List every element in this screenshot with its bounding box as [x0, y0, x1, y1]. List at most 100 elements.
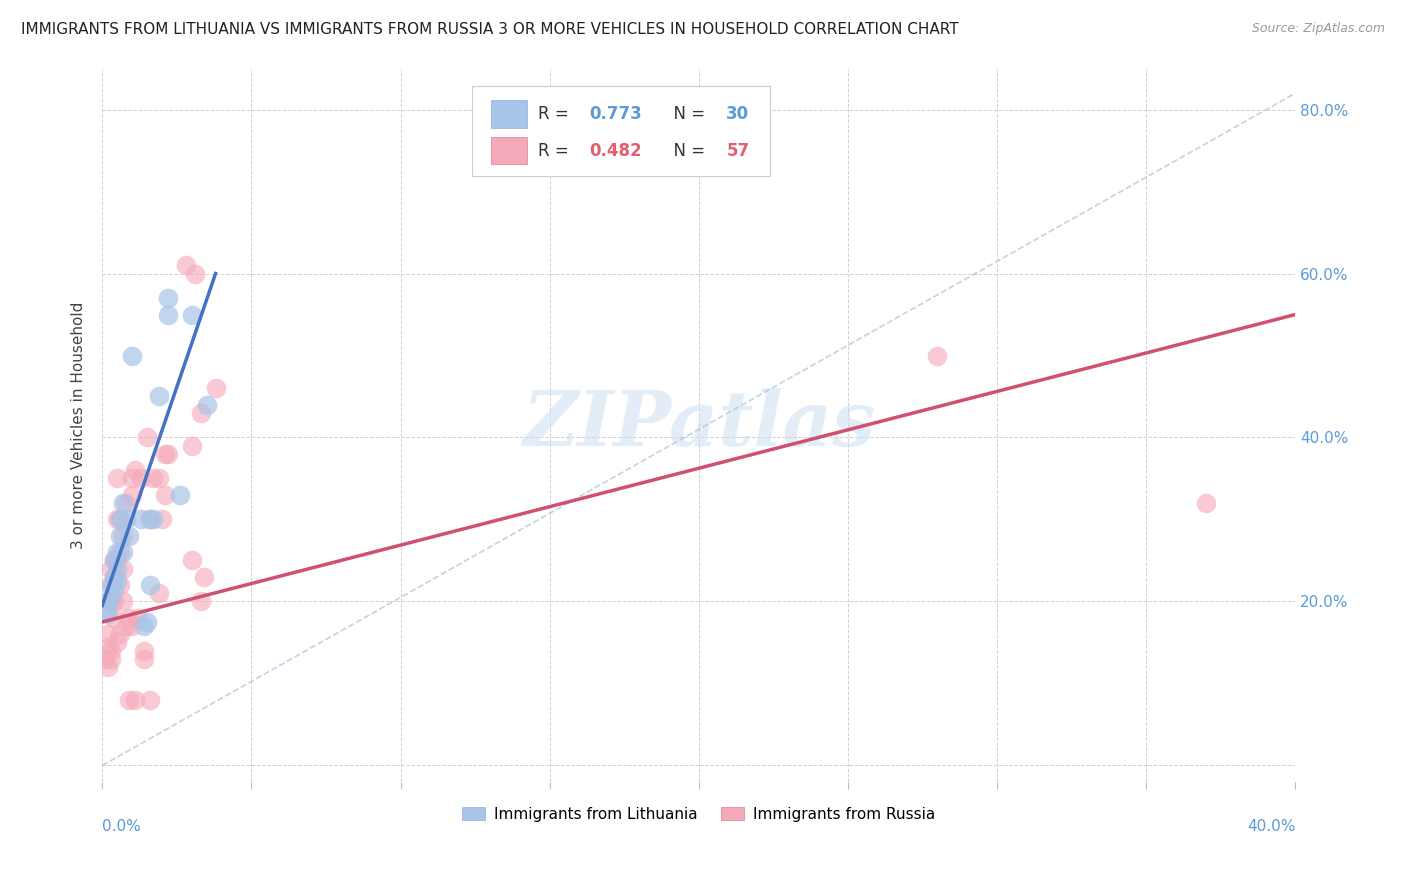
Point: [97, 660, 120, 674]
Point: [103, 570, 125, 584]
Text: ZIPatlas: ZIPatlas: [522, 388, 876, 462]
Point: [121, 349, 143, 363]
Point: [94, 603, 117, 617]
Point: [100, 578, 122, 592]
FancyBboxPatch shape: [472, 87, 770, 176]
Point: [124, 463, 146, 477]
Point: [190, 594, 212, 608]
Point: [190, 406, 212, 420]
Point: [105, 545, 128, 559]
Point: [180, 308, 202, 322]
Point: [103, 570, 125, 584]
Point: [105, 562, 128, 576]
Point: [108, 627, 131, 641]
Text: Source: ZipAtlas.com: Source: ZipAtlas.com: [1251, 22, 1385, 36]
Point: [132, 643, 155, 657]
Point: [927, 349, 949, 363]
Point: [127, 611, 149, 625]
Text: N =: N =: [664, 105, 710, 123]
Point: [108, 512, 131, 526]
Point: [108, 578, 131, 592]
Point: [148, 471, 170, 485]
Point: [156, 291, 179, 305]
Point: [169, 488, 191, 502]
Point: [156, 447, 179, 461]
Point: [195, 398, 218, 412]
Point: [94, 652, 117, 666]
Point: [118, 529, 141, 543]
Point: [97, 627, 120, 641]
Y-axis label: 3 or more Vehicles in Household: 3 or more Vehicles in Household: [72, 301, 86, 549]
Text: 0.773: 0.773: [589, 105, 641, 123]
Point: [97, 607, 120, 621]
Point: [132, 652, 155, 666]
Point: [118, 693, 141, 707]
Point: [153, 488, 176, 502]
Point: [115, 619, 138, 633]
Point: [105, 553, 128, 567]
Point: [108, 512, 131, 526]
Point: [100, 591, 122, 605]
Point: [180, 439, 202, 453]
Point: [139, 693, 162, 707]
Point: [139, 512, 162, 526]
Point: [105, 635, 128, 649]
Point: [105, 512, 128, 526]
Point: [115, 512, 138, 526]
FancyBboxPatch shape: [491, 101, 527, 128]
Point: [142, 471, 165, 485]
Point: [105, 471, 128, 485]
Text: R =: R =: [537, 142, 574, 160]
Point: [103, 553, 125, 567]
Point: [100, 594, 122, 608]
Point: [112, 545, 135, 559]
Point: [103, 594, 125, 608]
Point: [139, 578, 162, 592]
Point: [139, 512, 162, 526]
Point: [180, 553, 202, 567]
Text: 57: 57: [727, 142, 749, 160]
Point: [115, 496, 138, 510]
Point: [156, 308, 179, 322]
Point: [150, 512, 173, 526]
Point: [100, 562, 122, 576]
Point: [153, 447, 176, 461]
Text: R =: R =: [537, 105, 574, 123]
Point: [112, 496, 135, 510]
Point: [121, 471, 143, 485]
Point: [97, 594, 120, 608]
Point: [1195, 496, 1218, 510]
Text: 0.482: 0.482: [589, 142, 641, 160]
Point: [183, 267, 205, 281]
FancyBboxPatch shape: [491, 137, 527, 164]
Text: IMMIGRANTS FROM LITHUANIA VS IMMIGRANTS FROM RUSSIA 3 OR MORE VEHICLES IN HOUSEH: IMMIGRANTS FROM LITHUANIA VS IMMIGRANTS …: [21, 22, 959, 37]
Point: [204, 381, 226, 395]
Point: [112, 594, 135, 608]
Point: [108, 529, 131, 543]
Point: [136, 615, 159, 629]
Point: [103, 611, 125, 625]
Point: [103, 553, 125, 567]
Point: [124, 693, 146, 707]
Point: [112, 562, 135, 576]
Legend: Immigrants from Lithuania, Immigrants from Russia: Immigrants from Lithuania, Immigrants fr…: [456, 800, 942, 828]
Text: 40.0%: 40.0%: [1247, 819, 1295, 834]
Point: [136, 430, 159, 444]
Point: [100, 652, 122, 666]
Point: [103, 582, 125, 597]
Point: [193, 570, 215, 584]
Text: 0.0%: 0.0%: [103, 819, 141, 834]
Text: N =: N =: [664, 142, 710, 160]
Point: [100, 578, 122, 592]
Point: [148, 586, 170, 600]
Text: 30: 30: [727, 105, 749, 123]
Point: [121, 488, 143, 502]
Point: [97, 640, 120, 654]
Point: [100, 643, 122, 657]
Point: [129, 471, 152, 485]
Point: [129, 512, 152, 526]
Point: [132, 619, 155, 633]
Point: [118, 611, 141, 625]
Point: [174, 258, 197, 272]
Point: [105, 574, 128, 588]
